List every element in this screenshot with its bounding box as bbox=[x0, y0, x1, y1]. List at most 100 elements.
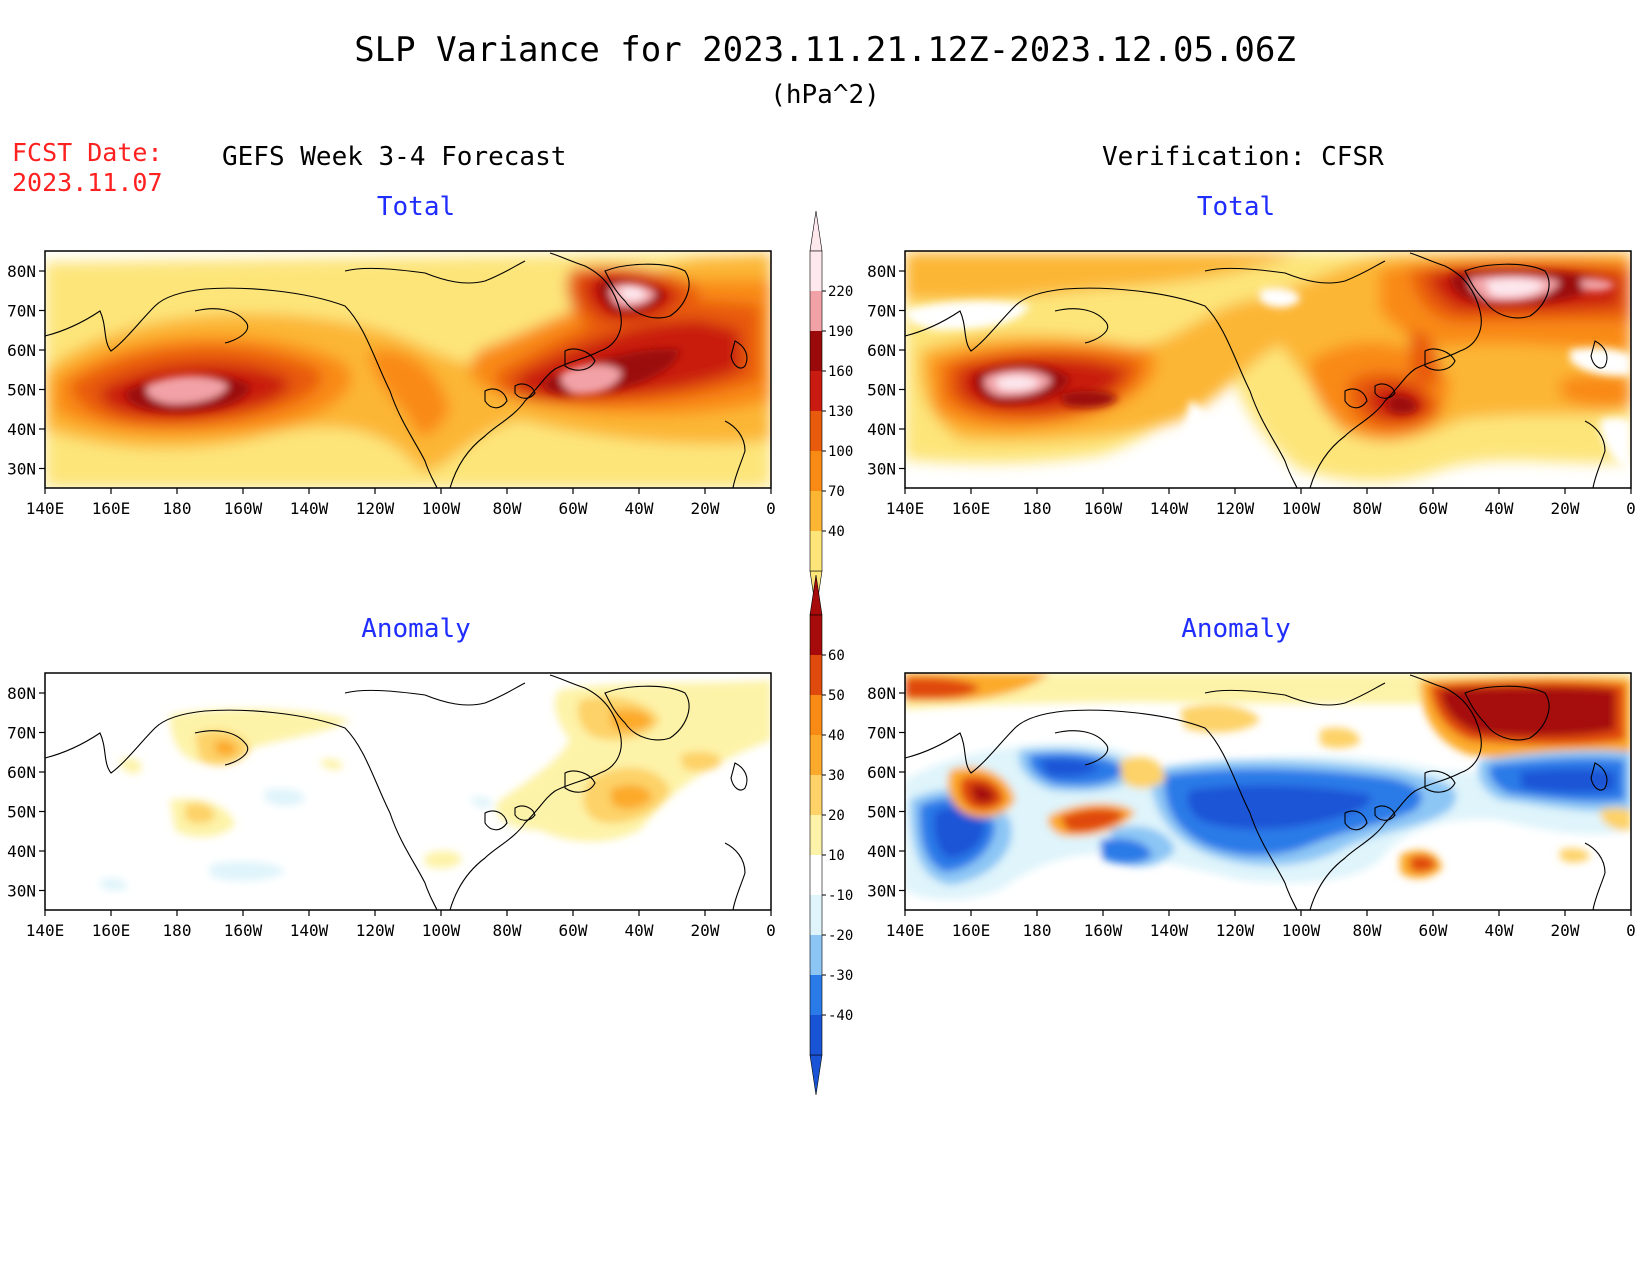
lat-tick-label: 70N bbox=[7, 724, 36, 743]
lat-tick-label: 50N bbox=[7, 803, 36, 822]
coastline bbox=[1584, 842, 1606, 911]
colorbar-box bbox=[810, 695, 822, 735]
colorbar-box bbox=[810, 615, 822, 655]
lat-tick-label: 80N bbox=[7, 262, 36, 281]
map-border bbox=[904, 250, 1632, 489]
colorbar-box bbox=[810, 735, 822, 775]
coastline bbox=[484, 810, 508, 831]
coastline bbox=[564, 348, 596, 371]
coastline bbox=[1584, 420, 1606, 489]
lon-tick-label: 80W bbox=[1353, 499, 1382, 518]
forecast-column-title: GEFS Week 3-4 Forecast bbox=[222, 142, 567, 172]
forecast-total-title: Total bbox=[376, 192, 456, 222]
verification-total-frame: 80N 70N 60N 50N 40N 30N 140E 160E 180 160W 140W 120… bbox=[867, 250, 1636, 518]
coastline bbox=[1590, 762, 1608, 791]
lat-tick-label: 30N bbox=[7, 460, 36, 479]
coastline bbox=[449, 674, 622, 911]
lon-tick-label: 0 bbox=[1626, 499, 1636, 518]
colorbar-label: 130 bbox=[828, 404, 853, 420]
lat-tick-label: 60N bbox=[7, 341, 36, 360]
forecast-anomaly-frame: 80N 70N 60N 50N 40N 30N 140E 160E 180 160W 140W 120… bbox=[7, 672, 776, 940]
colorbar-box bbox=[810, 531, 822, 571]
lon-tick-label: 140E bbox=[886, 921, 925, 940]
lon-tick-label: 140E bbox=[26, 499, 65, 518]
colorbar-box bbox=[810, 895, 822, 935]
forecast-anomaly-title: Anomaly bbox=[361, 614, 471, 644]
colorbar-label: 220 bbox=[828, 284, 853, 300]
verification-total-map bbox=[905, 251, 1631, 488]
colorbar-label: -10 bbox=[828, 888, 853, 904]
lat-tick-label: 30N bbox=[867, 460, 896, 479]
verification-anomaly-frame: 80N 70N 60N 50N 40N 30N 140E 160E 180 160W 140W 120… bbox=[867, 672, 1636, 940]
colorbar-box bbox=[810, 331, 822, 371]
forecast-date-label: FCST Date: bbox=[12, 138, 163, 167]
lon-tick-label: 140W bbox=[290, 499, 329, 518]
colorbar-box bbox=[810, 855, 822, 895]
verification-column-title: Verification: CFSR bbox=[1102, 142, 1384, 172]
coastline bbox=[564, 770, 596, 793]
coastline bbox=[1464, 685, 1550, 741]
lon-tick-label: 120W bbox=[356, 499, 395, 518]
lon-tick-label: 20W bbox=[1551, 921, 1580, 940]
lon-tick-label: 80W bbox=[1353, 921, 1382, 940]
lat-tick-label: 60N bbox=[867, 763, 896, 782]
lon-tick-label: 160W bbox=[1084, 921, 1123, 940]
lon-tick-label: 120W bbox=[356, 921, 395, 940]
lat-tick-label: 80N bbox=[7, 684, 36, 703]
coastline bbox=[1374, 805, 1396, 821]
lon-tick-label: 60W bbox=[1419, 921, 1448, 940]
lon-tick-label: 140W bbox=[1150, 921, 1189, 940]
colorbar-label: 10 bbox=[828, 848, 845, 864]
colorbar-extension-low bbox=[809, 1054, 823, 1096]
lon-tick-label: 20W bbox=[691, 921, 720, 940]
colorbar-label: 30 bbox=[828, 768, 845, 784]
coastline bbox=[1344, 388, 1368, 409]
lon-tick-label: 180 bbox=[163, 921, 192, 940]
coastline bbox=[730, 340, 748, 369]
coastline bbox=[194, 308, 249, 344]
verification-anomaly-map bbox=[905, 673, 1631, 910]
lat-tick-label: 80N bbox=[867, 262, 896, 281]
colorbar-label: -20 bbox=[828, 928, 853, 944]
colorbar-label: 70 bbox=[828, 484, 845, 500]
lon-tick-label: 160E bbox=[952, 499, 991, 518]
colorbar-label: 40 bbox=[828, 728, 845, 744]
colorbar-label: 190 bbox=[828, 324, 853, 340]
coastline bbox=[904, 709, 1298, 911]
coastline bbox=[44, 287, 438, 489]
coastline bbox=[1424, 348, 1456, 371]
colorbar-label: 20 bbox=[828, 808, 845, 824]
lat-tick-label: 80N bbox=[867, 684, 896, 703]
colorbar-box bbox=[810, 371, 822, 411]
lat-tick-label: 70N bbox=[867, 302, 896, 321]
lon-tick-label: 180 bbox=[1023, 921, 1052, 940]
coastline bbox=[514, 383, 536, 399]
coastline bbox=[1590, 340, 1608, 369]
colorbar-label: 160 bbox=[828, 364, 853, 380]
lon-tick-label: 160E bbox=[92, 499, 131, 518]
map-border bbox=[904, 672, 1632, 911]
lon-tick-label: 160E bbox=[952, 921, 991, 940]
verification-total-title: Total bbox=[1196, 192, 1276, 222]
coastline bbox=[1309, 252, 1482, 489]
map-border bbox=[44, 250, 772, 489]
colorbar-box bbox=[810, 775, 822, 815]
units-label: (hPa^2) bbox=[770, 80, 880, 110]
colorbar-box bbox=[810, 655, 822, 695]
lon-tick-label: 120W bbox=[1216, 921, 1255, 940]
colorbar-outline bbox=[809, 614, 823, 1056]
lat-tick-label: 60N bbox=[867, 341, 896, 360]
coastline bbox=[1374, 383, 1396, 399]
coastline bbox=[514, 805, 536, 821]
lon-tick-label: 140E bbox=[26, 921, 65, 940]
lon-tick-label: 20W bbox=[1551, 499, 1580, 518]
colorbar-box bbox=[810, 935, 822, 975]
coastline bbox=[44, 709, 438, 911]
colorbar-label: 40 bbox=[828, 524, 845, 540]
lat-tick-label: 40N bbox=[867, 842, 896, 861]
forecast-date: FCST Date: 2023.11.07 bbox=[12, 138, 163, 198]
coastline bbox=[1054, 730, 1109, 766]
lat-tick-label: 60N bbox=[7, 763, 36, 782]
lon-tick-label: 40W bbox=[1485, 499, 1514, 518]
